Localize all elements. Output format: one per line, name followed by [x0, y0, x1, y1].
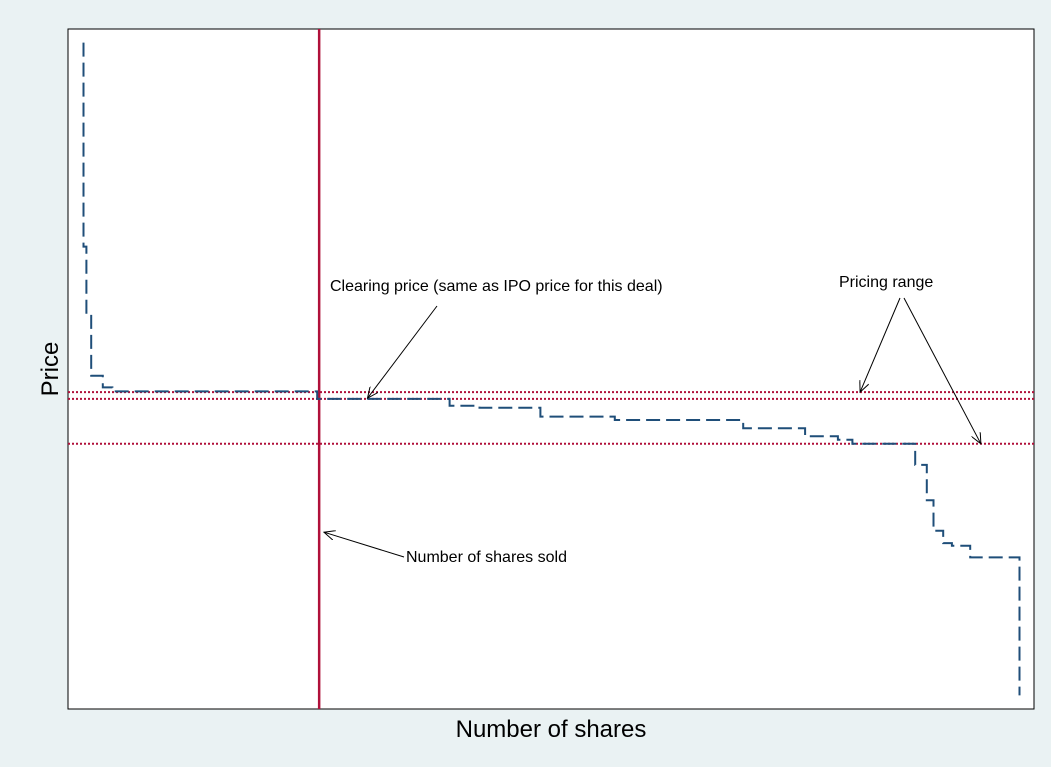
demand-curve-layer: [82, 42, 1021, 696]
pricing-range-arrow-lower: [903, 297, 981, 444]
clearing-price-arrow: [368, 305, 438, 398]
clearing-price-annotation: Clearing price (same as IPO price for th…: [330, 278, 663, 295]
shares-sold-annotation: Number of shares sold: [406, 549, 567, 566]
y-axis-label: Price: [37, 342, 64, 397]
pricing-range-arrow-upper: [860, 297, 901, 392]
plot-area: [67, 28, 1035, 710]
shares-sold-arrow: [324, 532, 405, 558]
demand-curve-series: [82, 42, 1021, 696]
x-axis-label: Number of shares: [456, 716, 647, 743]
pricing-range-annotation: Pricing range: [839, 274, 933, 291]
annotations: Clearing price (same as IPO price for th…: [324, 274, 981, 566]
